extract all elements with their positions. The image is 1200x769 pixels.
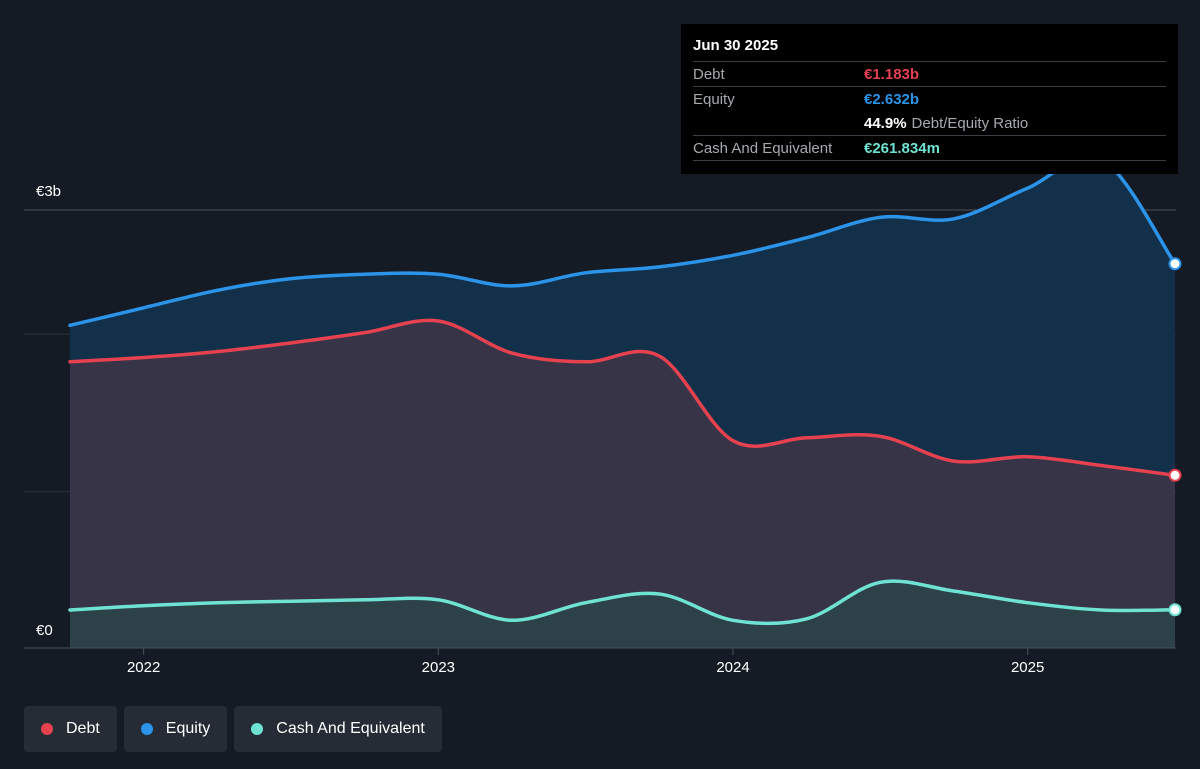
x-tick-label-2023: 2023 xyxy=(422,659,455,676)
debt-dot-icon xyxy=(41,723,53,735)
tooltip-ratio-value: 44.9% xyxy=(864,114,907,132)
cash-area xyxy=(70,581,1175,648)
legend-item-debt[interactable]: Debt xyxy=(24,706,117,752)
y-tick-label-top: €3b xyxy=(36,183,62,200)
equity-end-point xyxy=(1168,257,1182,271)
legend-label-cash: Cash And Equivalent xyxy=(276,720,425,737)
tooltip-cash-label: Cash And Equivalent xyxy=(693,139,833,157)
x-axis: 2022 2023 2024 2025 xyxy=(24,647,1176,676)
tooltip-row-ratio: 44.9% Debt/Equity Ratio xyxy=(693,111,1166,135)
tooltip: Jun 30 2025 Debt €1.183b Equity €2.632b … xyxy=(681,24,1178,174)
legend-label-equity: Equity xyxy=(165,720,211,737)
legend-item-equity[interactable]: Equity xyxy=(123,706,228,752)
tooltip-date: Jun 30 2025 xyxy=(693,37,779,54)
debt-area xyxy=(70,320,1175,648)
cash-dot-icon xyxy=(251,723,264,735)
x-tick-label-2022: 2022 xyxy=(127,659,160,676)
point-layer xyxy=(1168,257,1182,617)
legend-label-debt: Debt xyxy=(66,720,100,737)
x-tick-label-2025: 2025 xyxy=(1011,659,1044,676)
tooltip-cash-value: €261.834m xyxy=(864,139,940,157)
cash-line xyxy=(68,579,1177,626)
equity-dot-icon xyxy=(140,723,153,735)
y-tick-label-bottom: €0 xyxy=(36,622,53,639)
line-layer xyxy=(68,154,1177,626)
tooltip-equity-label: Equity xyxy=(693,90,735,108)
cash-end-point xyxy=(1168,603,1182,617)
legend-item-cash[interactable]: Cash And Equivalent xyxy=(234,706,442,752)
tooltip-row-equity: Equity €2.632b xyxy=(693,86,1166,111)
debt-end-point xyxy=(1168,468,1182,482)
tooltip-equity-value: €2.632b xyxy=(864,90,920,108)
x-tick-label-2024: 2024 xyxy=(716,659,749,676)
tooltip-row-cash: Cash And Equivalent €261.834m xyxy=(693,135,1166,160)
tooltip-debt-value: €1.183b xyxy=(864,65,920,83)
tooltip-debt-label: Debt xyxy=(693,65,725,83)
legend: Debt Equity Cash And Equivalent xyxy=(24,706,442,752)
equity-line xyxy=(68,154,1177,328)
tooltip-row-debt: Debt €1.183b xyxy=(693,61,1166,86)
debt-line xyxy=(68,318,1177,478)
tooltip-ratio-label: Debt/Equity Ratio xyxy=(911,114,1029,132)
area-layer xyxy=(70,155,1175,648)
